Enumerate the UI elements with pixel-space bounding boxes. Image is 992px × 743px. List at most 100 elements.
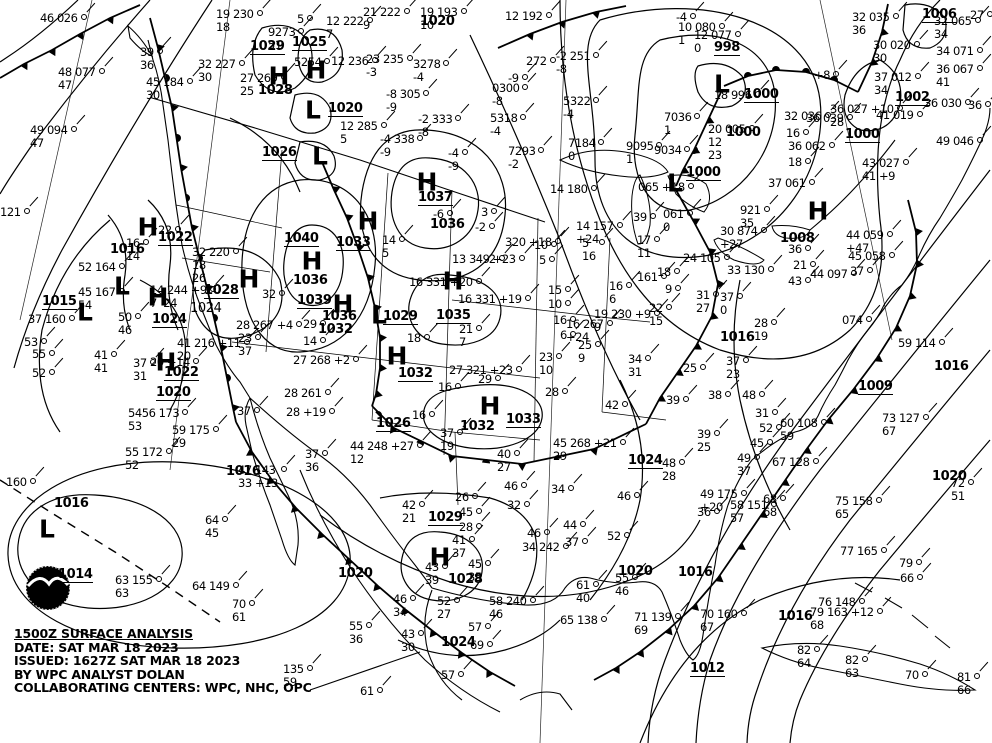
station-value: 7 [459, 334, 466, 349]
station-dot-icon [232, 248, 239, 254]
station-plot: 76 148 [818, 586, 874, 609]
station-dot-icon [964, 99, 971, 105]
station-plot: 75 158 65 [835, 485, 891, 521]
station-value: 55 [349, 619, 363, 633]
station-dot-icon [455, 115, 462, 121]
station-value: 58 240 [489, 594, 527, 608]
wind-barb-icon [481, 313, 491, 324]
station-value: 49 046 [936, 134, 974, 148]
canada-cold-front [497, 5, 627, 49]
wind-barb-icon [598, 85, 609, 96]
station-plot: -2 251 -8 [556, 40, 608, 76]
station-value: 36 [697, 505, 711, 519]
station-value: 23 235 [366, 52, 404, 66]
station-dot-icon [366, 17, 373, 23]
station-value: 32 [507, 498, 521, 512]
station-plot: 12 222 7 [326, 5, 382, 41]
station-value: 33 130 [727, 263, 765, 277]
station-value: 160 [6, 475, 27, 489]
station-value: 9 [594, 319, 601, 334]
station-value: 37 [305, 447, 319, 461]
station-dot-icon [460, 8, 467, 14]
station-dot-icon [986, 11, 992, 17]
station-value: 9095 [626, 139, 654, 153]
station-value: 12 285 [340, 119, 378, 133]
station-value: 14 157 [576, 219, 614, 233]
station-value: 28 [830, 114, 844, 129]
station-dot-icon [564, 300, 571, 306]
station-value: 21 [402, 510, 416, 525]
wind-barb-icon [429, 322, 439, 333]
station-dot-icon [423, 334, 430, 340]
station-dot-icon [484, 623, 491, 629]
station-value: 18 [216, 19, 230, 34]
station-plot: 22 15 [649, 292, 681, 328]
wind-barb-icon [818, 446, 828, 457]
station-plot: 65 138 [560, 604, 616, 627]
station-dot-icon [592, 581, 599, 587]
station-dot-icon [110, 351, 117, 357]
station-dot-icon [209, 286, 216, 292]
station-plot: 32 227 30 [198, 48, 254, 84]
station-plot: 7293 -2 [508, 135, 554, 171]
station-plot: 63 155 63 [115, 564, 171, 600]
title-issued-line: ISSUED: 1627Z SAT MAR 18 2023 [14, 653, 241, 668]
station-plot: 065 +18 [638, 171, 703, 194]
station-plot: 3278 -4 [413, 48, 459, 84]
station-dot-icon [543, 529, 550, 535]
nw-cold-front [321, 161, 387, 407]
station-plot: 9273 51 [268, 16, 314, 52]
wind-barb-icon [76, 114, 86, 125]
station-dot-icon [724, 391, 731, 397]
high-center: H [238, 264, 260, 294]
station-value: 16 331 +19 [458, 292, 522, 306]
wind-barb-icon [530, 283, 540, 294]
station-value: 7293 [508, 144, 536, 158]
isobar-label: 1020 [328, 101, 363, 117]
station-plot: 5 [297, 3, 322, 26]
station-plot: 53 [24, 326, 56, 349]
station-value: 63 155 [115, 573, 153, 587]
station-plot: 32 065 34 [934, 5, 990, 41]
station-dot-icon [674, 285, 681, 291]
wind-barb-icon [526, 470, 536, 481]
station-dot-icon [861, 656, 868, 662]
station-plot: 16 [438, 371, 470, 394]
wind-barb-icon [104, 56, 114, 67]
wind-barb-icon [603, 127, 614, 138]
station-value: 5 [582, 236, 589, 250]
station-value: 37 [720, 290, 734, 304]
wind-barb-icon [766, 215, 776, 226]
station-dot-icon [70, 126, 77, 132]
station-value: 43 [788, 274, 802, 288]
station-dot-icon [416, 442, 423, 448]
station-value: 37 [238, 343, 252, 358]
station-value: 15 [548, 283, 562, 297]
station-plot: 77 165 [840, 535, 896, 558]
station-value: 19 230 [216, 7, 254, 21]
station-value: 5456 173 [128, 406, 180, 420]
station-value: 32 [262, 287, 276, 301]
station-plot: 70 160 67 [700, 598, 756, 634]
station-value: 64 [797, 655, 811, 670]
wind-barb-icon [826, 407, 836, 418]
wind-barb-icon [637, 562, 647, 573]
station-value: 12 236 [331, 54, 369, 68]
station-value: 39 [697, 427, 711, 441]
station-value: 52 [759, 421, 773, 435]
station-value: -3 [366, 64, 377, 79]
station-plot: 27 268 +2 [293, 344, 368, 367]
station-value: -8 305 [386, 87, 421, 101]
wind-barb-icon [819, 634, 829, 645]
station-plot: 72 51 [951, 467, 983, 503]
station-dot-icon [486, 641, 493, 647]
station-value: 7184 [568, 136, 596, 150]
station-plot: 19 230 18 [216, 0, 272, 34]
station-value: 51 [268, 37, 282, 52]
station-dot-icon [441, 563, 448, 569]
station-plot: 48 [742, 379, 774, 402]
station-dot-icon [232, 582, 239, 588]
station-value: 9034 [654, 143, 682, 157]
station-dot-icon [915, 559, 922, 565]
